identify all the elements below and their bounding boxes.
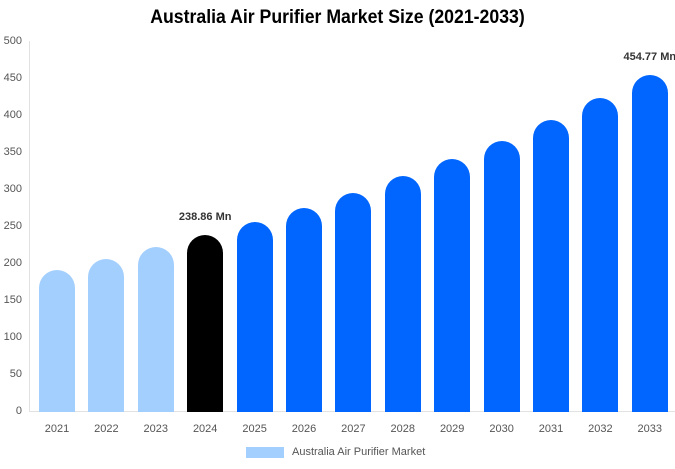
legend: Australia Air Purifier Market (246, 446, 425, 458)
bar-2024[interactable] (187, 235, 224, 412)
x-tick-label: 2031 (538, 423, 564, 435)
y-axis-line (29, 41, 30, 412)
bar-2025[interactable] (236, 221, 273, 412)
chart-title: Australia Air Purifier Market Size (2021… (150, 7, 525, 28)
bar-2021[interactable] (39, 269, 75, 412)
y-tick-label: 450 (3, 72, 22, 84)
y-tick-label: 300 (3, 183, 22, 195)
x-tick-label: 2032 (588, 423, 613, 435)
bar-2027[interactable] (335, 192, 372, 412)
bar-2033[interactable] (631, 75, 668, 412)
y-tick-label: 350 (3, 146, 22, 158)
x-tick-label: 2029 (439, 423, 465, 435)
x-tick-label: 2026 (291, 423, 317, 435)
x-tick-label: 2021 (44, 423, 70, 435)
legend-label: Australia Air Purifier Market (292, 446, 426, 458)
x-tick-label: 2027 (341, 423, 366, 435)
legend-swatch (246, 446, 284, 458)
bar-2029[interactable] (434, 158, 471, 412)
bar-2031[interactable] (533, 119, 569, 412)
y-tick-label: 0 (15, 405, 22, 417)
x-tick-label: 2024 (192, 423, 218, 435)
y-tick-label: 200 (3, 257, 22, 269)
y-tick-label: 100 (3, 331, 22, 343)
bar-2026[interactable] (286, 207, 322, 412)
bar-2030[interactable] (483, 141, 520, 412)
bar-2023[interactable] (137, 246, 174, 412)
data-label-2033: 454.77 Mn (623, 51, 675, 64)
y-tick-label: 150 (3, 294, 22, 306)
x-tick-label: 2030 (489, 423, 514, 435)
x-tick-label: 2025 (242, 423, 267, 435)
x-tick-label: 2028 (390, 423, 416, 435)
bar-2022[interactable] (88, 258, 125, 412)
x-tick-label: 2033 (637, 423, 663, 435)
x-tick-label: 2023 (143, 423, 169, 435)
y-tick-label: 50 (9, 368, 22, 380)
y-tick-label: 250 (3, 220, 22, 232)
bar-2028[interactable] (384, 175, 421, 412)
data-label-2024: 238.86 Mn (178, 211, 232, 224)
x-tick-label: 2022 (94, 423, 119, 435)
bar-2032[interactable] (582, 98, 619, 412)
y-tick-label: 400 (3, 109, 22, 121)
y-tick-label: 500 (3, 35, 22, 47)
